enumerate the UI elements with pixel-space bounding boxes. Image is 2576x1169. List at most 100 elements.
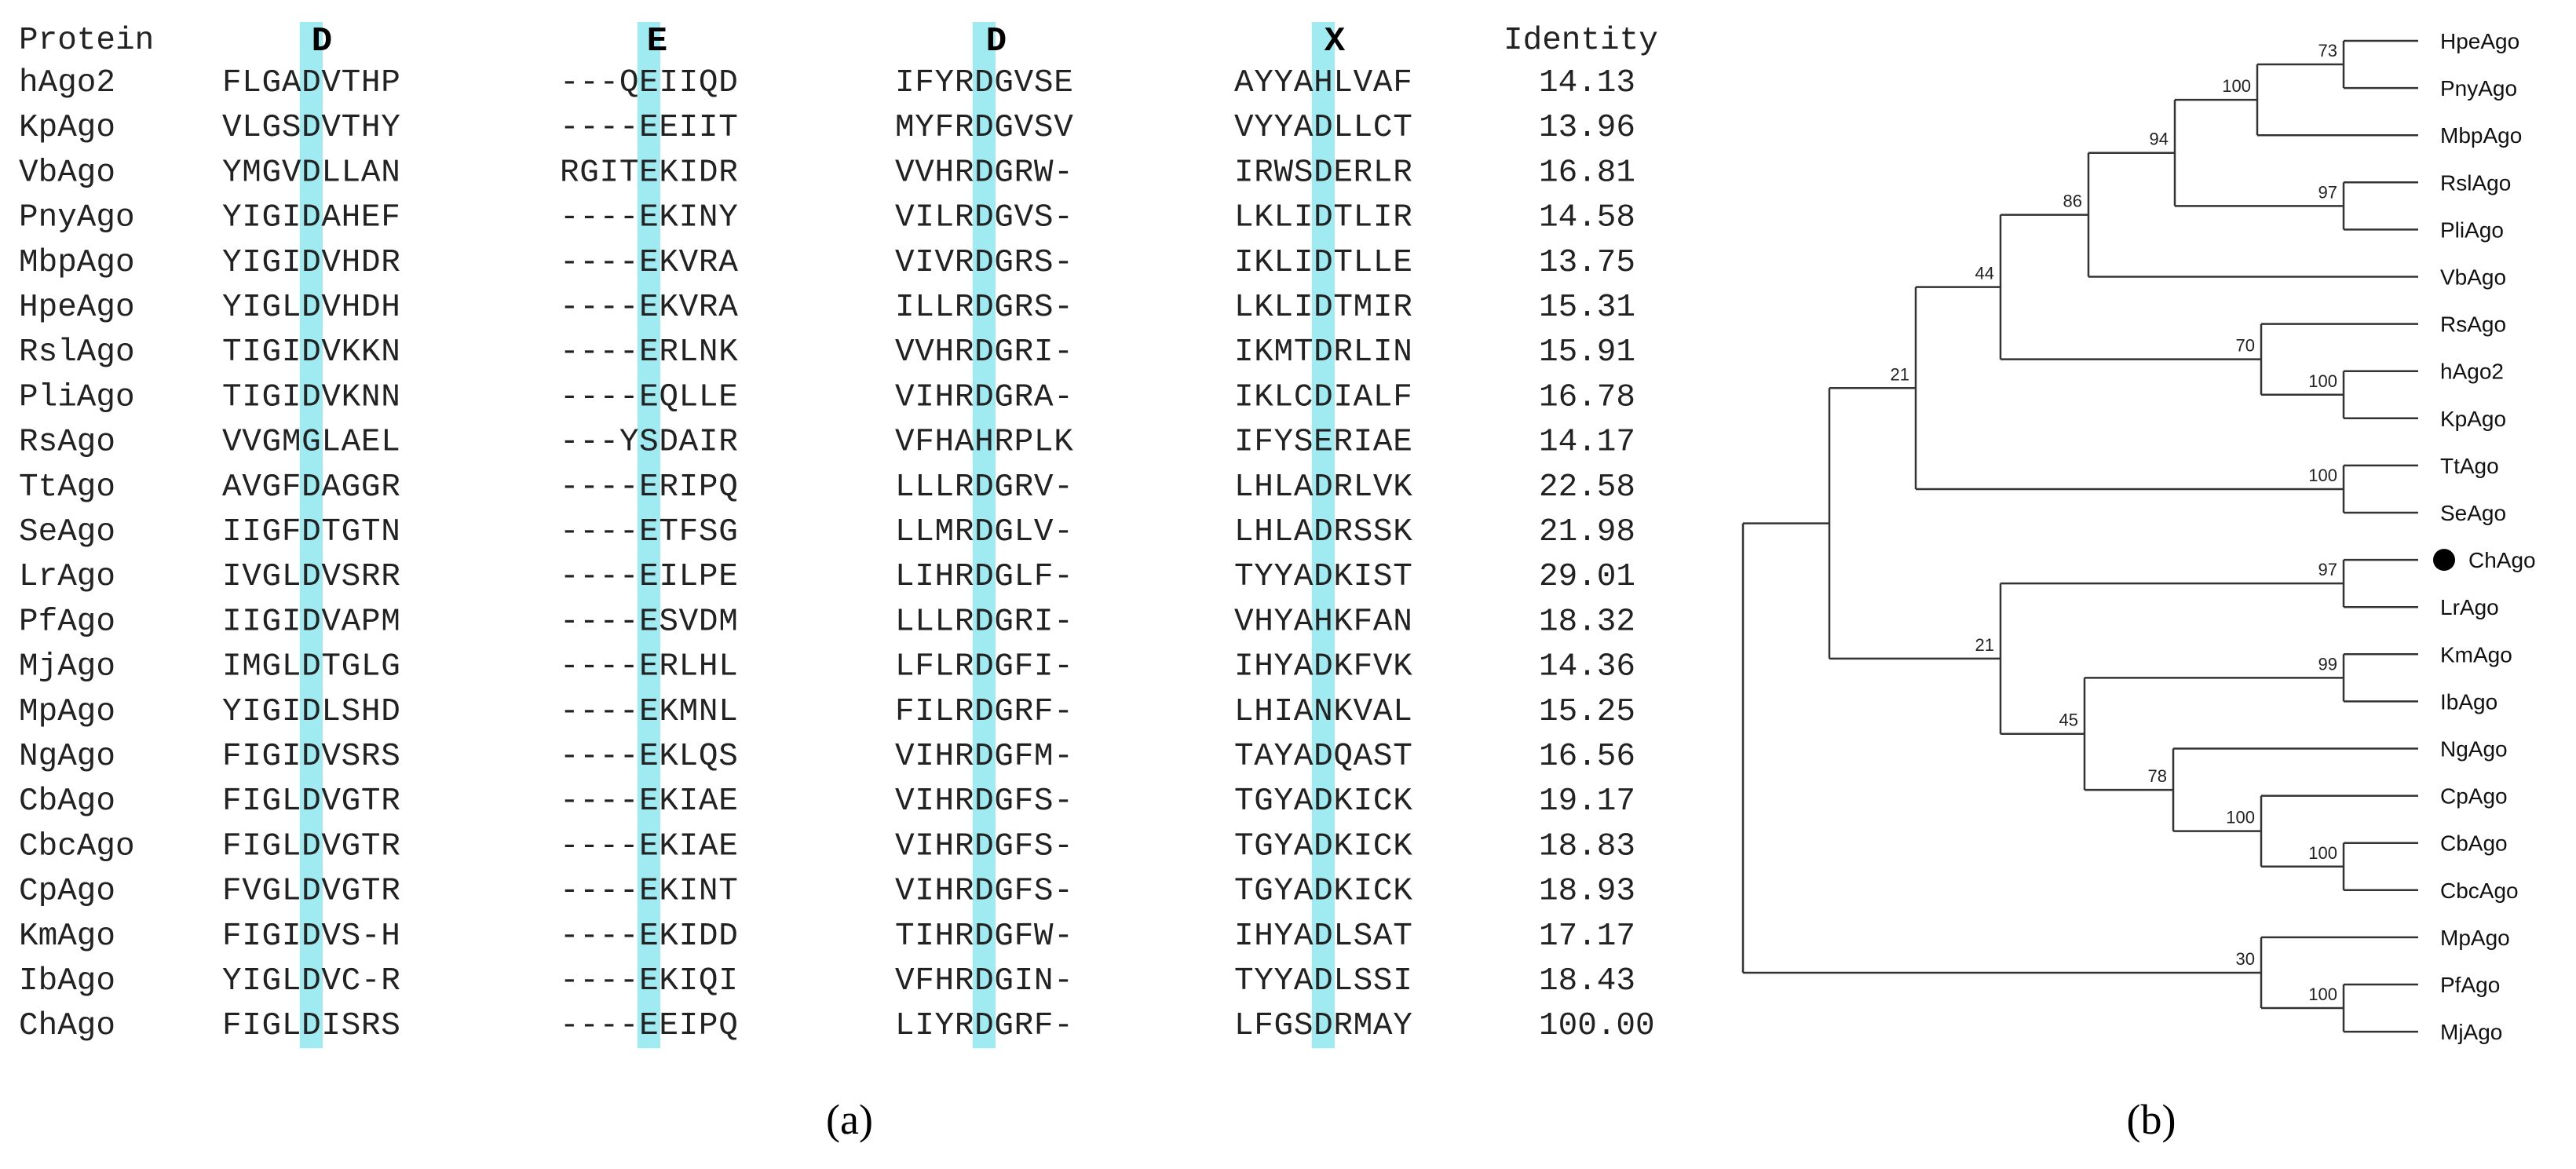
bootstrap-value: 86 — [2063, 192, 2082, 211]
segment-2: ----EQLLE — [560, 379, 738, 415]
segment-3: VILRDGVS- — [895, 200, 1073, 236]
segment-2: ----EILPE — [560, 559, 738, 595]
segment-3: LFLRDGFI- — [895, 649, 1073, 685]
protein-name: PfAgo — [19, 604, 115, 640]
bootstrap-value: 70 — [2236, 336, 2255, 356]
identity-value: 15.25 — [1539, 694, 1635, 730]
tree-leaf-label: MjAgo — [2440, 1020, 2502, 1044]
tree-leaf-label: RslAgo — [2440, 170, 2511, 195]
segment-3: LIHRDGLF- — [895, 559, 1073, 595]
alignment-row: KmAgo FIGIDVS-H ----EKIDD TIHRDGFW- IHYADLSA… — [19, 919, 1635, 955]
segment-3: FILRDGRF- — [895, 694, 1073, 730]
identity-value: 14.36 — [1539, 649, 1635, 685]
segment-1: FIGLDISRS — [222, 1008, 400, 1044]
protein-name: hAgo2 — [19, 65, 115, 101]
bootstrap-values: 73 100 97 94 86 100 70 44 100 21 97 99 100 100 78 45 21 1… — [1891, 41, 2337, 1004]
segment-3: LLMRDGLV- — [895, 514, 1073, 550]
protein-name: CbcAgo — [19, 828, 135, 864]
segment-2: ----EKINY — [560, 200, 738, 236]
segment-1: VVGMGLAEL — [222, 425, 400, 461]
alignment-row: VbAgo YMGVDLLAN RGITEKIDR VVHRDGRW- IRWSDERL… — [19, 155, 1635, 191]
segment-3: VIHRDGFS- — [895, 784, 1073, 820]
segment-4: VYYADLLCT — [1234, 110, 1412, 146]
identity-value: 18.43 — [1539, 963, 1635, 999]
segment-4: LFGSDRMAY — [1234, 1008, 1412, 1044]
protein-name: KpAgo — [19, 110, 115, 146]
protein-name: CbAgo — [19, 784, 115, 820]
segment-1: FIGIDVS-H — [222, 919, 400, 955]
segment-3: MYFRDGVSV — [895, 110, 1073, 146]
segment-1: FLGADVTHP — [222, 65, 400, 101]
alignment-row: LrAgo IVGLDVSRR ----EILPE LIHRDGLF- TYYADKIS… — [19, 559, 1635, 595]
bootstrap-value: 30 — [2236, 949, 2255, 969]
identity-value: 18.83 — [1539, 828, 1635, 864]
bootstrap-value: 97 — [2318, 560, 2337, 579]
protein-name: IbAgo — [19, 963, 115, 999]
segment-1: FIGIDVSRS — [222, 739, 400, 775]
segment-3: VIHRDGRA- — [895, 379, 1073, 415]
tree-leaf-label: hAgo2 — [2440, 360, 2504, 384]
motif-label-4: X — [1325, 22, 1346, 61]
tree-leaf-label: SeAgo — [2440, 501, 2506, 525]
protein-name: RsAgo — [19, 425, 115, 461]
segment-4: TAYADQAST — [1234, 739, 1412, 775]
bootstrap-value: 99 — [2318, 654, 2337, 674]
caption-b: (b) — [2127, 1096, 2176, 1143]
segment-1: VLGSDVTHY — [222, 110, 400, 146]
segment-1: YIGIDAHEF — [222, 200, 400, 236]
segment-4: IFYSERIAE — [1234, 425, 1412, 461]
alignment-row: CbcAgo FIGLDVGTR ----EKIAE VIHRDGFS- TGYADKI… — [19, 828, 1635, 864]
bootstrap-value: 100 — [2226, 808, 2255, 827]
bootstrap-value: 97 — [2318, 182, 2337, 202]
segment-2: ----EKIAE — [560, 784, 738, 820]
bootstrap-value: 100 — [2222, 76, 2251, 96]
segment-2: ----EKMNL — [560, 694, 738, 730]
segment-4: LHLADRSSK — [1234, 514, 1412, 550]
segment-4: TYYADLSSI — [1234, 963, 1412, 999]
identity-value: 14.17 — [1539, 425, 1635, 461]
segment-1: IIGFDTGTN — [222, 514, 400, 550]
tree-leaf-label: NgAgo — [2440, 737, 2508, 762]
segment-2: ----ESVDM — [560, 604, 738, 640]
segment-4: TGYADKICK — [1234, 828, 1412, 864]
segment-2: ---YSDAIR — [560, 425, 738, 461]
identity-value: 100.00 — [1539, 1008, 1655, 1044]
identity-value: 18.32 — [1539, 604, 1635, 640]
protein-name: HpeAgo — [19, 290, 135, 326]
segment-4: LKLIDTLIR — [1234, 200, 1412, 236]
identity-value: 16.81 — [1539, 155, 1635, 191]
segment-1: FVGLDVGTR — [222, 874, 400, 910]
tree-leaf-label: CbcAgo — [2440, 879, 2519, 903]
tree-leaf-label: KmAgo — [2440, 642, 2512, 667]
alignment-row: PliAgo TIGIDVKNN ----EQLLE VIHRDGRA- IKLCDIA… — [19, 379, 1635, 415]
segment-1: YIGLDVHDH — [222, 290, 400, 326]
segment-1: FIGLDVGTR — [222, 784, 400, 820]
protein-name: ChAgo — [19, 1008, 115, 1044]
segment-3: LLLRDGRV- — [895, 469, 1073, 506]
segment-4: IKLCDIALF — [1234, 379, 1412, 415]
tree-leaf-label: TtAgo — [2440, 454, 2499, 478]
tree-leaf-label: PfAgo — [2440, 973, 2500, 997]
tree-leaf-label: IbAgo — [2440, 689, 2497, 714]
segment-1: TIGIDVKNN — [222, 379, 400, 415]
segment-2: RGITEKIDR — [560, 155, 738, 191]
alignment-row: MjAgo IMGLDTGLG ----ERLHL LFLRDGFI- IHYADKFV… — [19, 649, 1635, 685]
alignment-row: RsAgo VVGMGLAEL ---YSDAIR VFHAHRPLK IFYSERIA… — [19, 425, 1635, 461]
protein-name: TtAgo — [19, 469, 115, 506]
phylogenetic-tree: HpeAgo PnyAgo MbpAgo RslAgo PliAgo VbAgo RsAgo… — [1741, 29, 2536, 1143]
segment-4: IRWSDERLR — [1234, 155, 1412, 191]
alignment-row: RslAgo TIGIDVKKN ----ERLNK VVHRDGRI- IKMTDRL… — [19, 334, 1635, 371]
identity-value: 19.17 — [1539, 784, 1635, 820]
tree-panel: HpeAgo PnyAgo MbpAgo RslAgo PliAgo VbAgo RsAgo… — [1712, 0, 2576, 1165]
segment-2: ----EKIDD — [560, 919, 738, 955]
bootstrap-value: 100 — [2308, 371, 2337, 391]
tree-leaf-label: MbpAgo — [2440, 123, 2522, 148]
segment-1: YIGIDVHDR — [222, 245, 400, 281]
segment-4: LKLIDTMIR — [1234, 290, 1412, 326]
caption-a: (a) — [826, 1096, 873, 1143]
conserved-column-highlight — [1311, 22, 1335, 1049]
segment-4: IHYADKFVK — [1234, 649, 1412, 685]
segment-4: IKMTDRLIN — [1234, 334, 1412, 371]
bootstrap-value: 78 — [2148, 766, 2167, 786]
alignment-row: hAgo2 FLGADVTHP ---QEIIQD IFYRDGVSE AYYAHLVA… — [19, 65, 1635, 101]
